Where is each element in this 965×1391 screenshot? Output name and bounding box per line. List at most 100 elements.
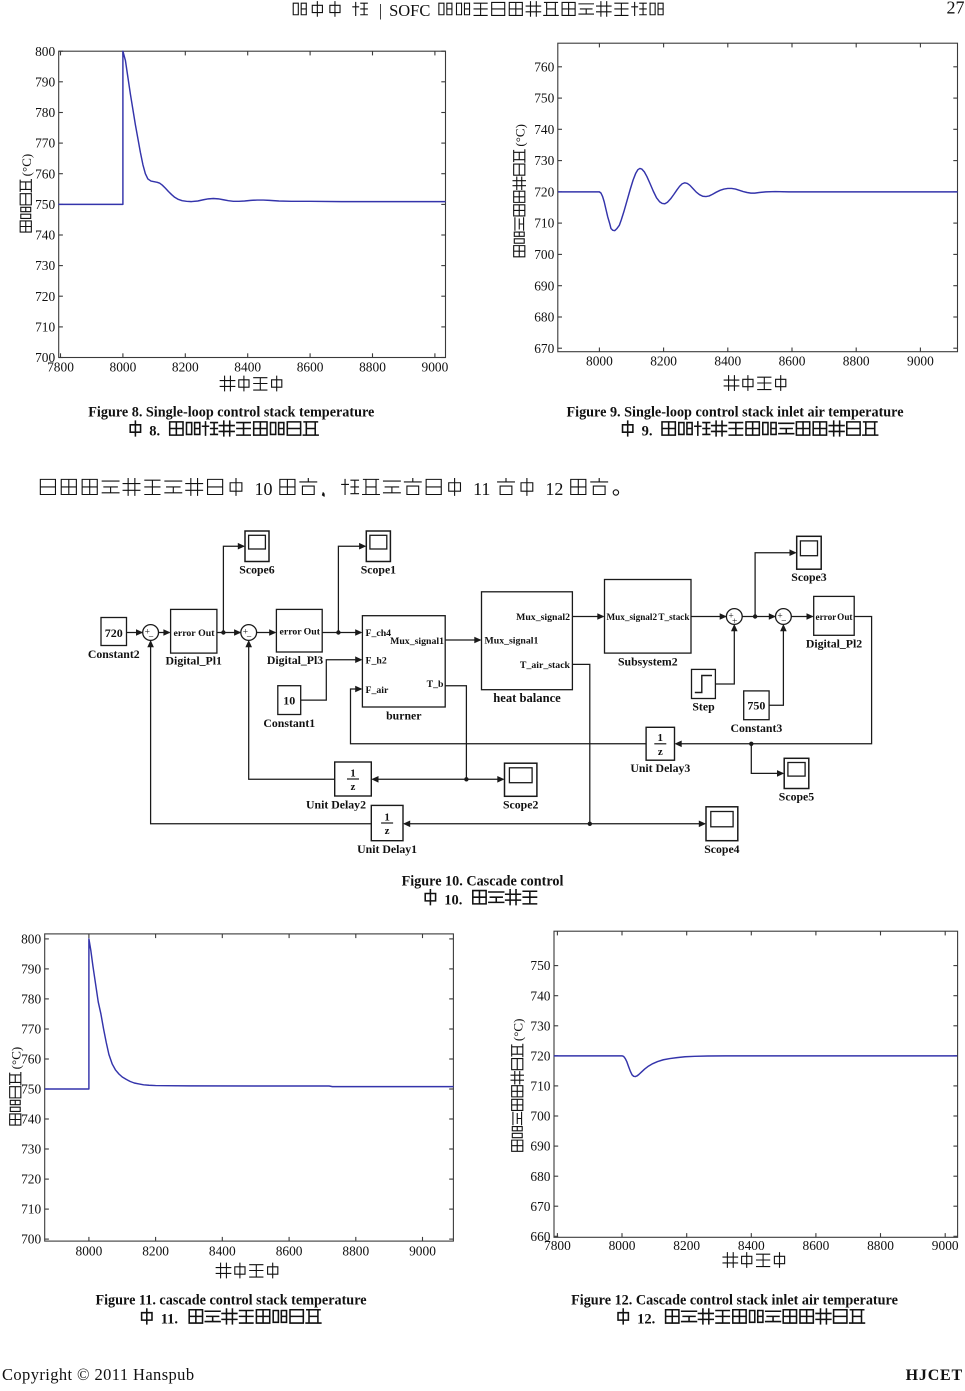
svg-text:8200: 8200 xyxy=(650,354,677,369)
svg-text:Out: Out xyxy=(304,627,321,638)
svg-text:720: 720 xyxy=(534,185,554,200)
svg-text:8200: 8200 xyxy=(673,1238,700,1253)
svg-text:8600: 8600 xyxy=(803,1238,830,1253)
svg-text:730: 730 xyxy=(35,258,55,273)
svg-text:780: 780 xyxy=(35,105,55,120)
svg-text:−: − xyxy=(781,617,786,627)
svg-text:Step: Step xyxy=(692,700,715,714)
svg-text:8600: 8600 xyxy=(276,1243,303,1258)
svg-text:690: 690 xyxy=(530,1139,550,1154)
svg-text:10: 10 xyxy=(255,479,273,499)
svg-text:9000: 9000 xyxy=(907,354,934,369)
svg-text:700: 700 xyxy=(35,350,55,365)
svg-text:Unit Delay3: Unit Delay3 xyxy=(630,761,690,775)
svg-text:8400: 8400 xyxy=(738,1238,765,1253)
svg-text:z: z xyxy=(351,781,356,793)
svg-text:+: + xyxy=(243,627,248,637)
svg-text:780: 780 xyxy=(21,992,41,1007)
svg-text:burner: burner xyxy=(386,709,421,723)
svg-text:8200: 8200 xyxy=(172,360,199,375)
svg-text:10: 10 xyxy=(283,694,295,708)
svg-text:Figure 9. Single-loop control: Figure 9. Single-loop control stack inle… xyxy=(566,405,903,421)
svg-text:T_air_stack: T_air_stack xyxy=(520,660,571,671)
svg-text:690: 690 xyxy=(534,278,554,293)
svg-text:Scope1: Scope1 xyxy=(361,563,396,577)
svg-text:11.: 11. xyxy=(161,1312,178,1328)
svg-text:700: 700 xyxy=(534,247,554,262)
svg-text:670: 670 xyxy=(534,341,554,356)
svg-text:660: 660 xyxy=(530,1229,550,1244)
svg-text:Scope2: Scope2 xyxy=(503,798,538,812)
svg-text:Scope4: Scope4 xyxy=(704,842,739,856)
svg-text:+: + xyxy=(777,611,782,621)
svg-text:11: 11 xyxy=(473,479,490,499)
svg-text:730: 730 xyxy=(530,1018,550,1033)
svg-text:error: error xyxy=(280,627,303,638)
svg-text:720: 720 xyxy=(35,289,55,304)
svg-text:Out: Out xyxy=(198,628,215,639)
svg-text:750: 750 xyxy=(534,91,554,106)
svg-text:710: 710 xyxy=(21,1202,41,1217)
svg-text:8800: 8800 xyxy=(342,1243,369,1258)
svg-text:Out: Out xyxy=(837,612,853,622)
svg-text:790: 790 xyxy=(35,74,55,89)
svg-text:8000: 8000 xyxy=(609,1238,636,1253)
svg-text:8000: 8000 xyxy=(76,1243,103,1258)
svg-text:8600: 8600 xyxy=(297,360,324,375)
svg-text:670: 670 xyxy=(530,1199,550,1214)
svg-text:800: 800 xyxy=(35,44,55,59)
svg-text:740: 740 xyxy=(530,988,550,1003)
svg-text:z: z xyxy=(658,746,663,758)
svg-text:F_air: F_air xyxy=(366,685,390,696)
svg-text:Scope6: Scope6 xyxy=(239,563,274,577)
svg-text:10.: 10. xyxy=(444,892,462,908)
svg-text:T_stack: T_stack xyxy=(658,612,690,622)
svg-text:750: 750 xyxy=(747,699,765,713)
svg-text:Figure 11. cascade control sta: Figure 11. cascade control stack tempera… xyxy=(95,1293,366,1309)
svg-text:8200: 8200 xyxy=(142,1243,169,1258)
svg-text:+: + xyxy=(732,617,737,627)
svg-text:750: 750 xyxy=(530,958,550,973)
svg-text:700: 700 xyxy=(530,1109,550,1124)
svg-text:9.: 9. xyxy=(642,424,653,440)
svg-text:error: error xyxy=(816,612,837,622)
svg-text:8400: 8400 xyxy=(209,1243,236,1258)
svg-text:710: 710 xyxy=(534,216,554,231)
svg-text:+: + xyxy=(145,627,150,637)
svg-text:(°C): (°C) xyxy=(9,1047,24,1070)
svg-text:SOFC: SOFC xyxy=(389,1,430,20)
svg-text:8800: 8800 xyxy=(359,360,386,375)
svg-text:z: z xyxy=(385,825,390,837)
svg-text:Copyright © 2011 Hanspub: Copyright © 2011 Hanspub xyxy=(2,1365,194,1384)
svg-text:12: 12 xyxy=(545,479,563,499)
svg-text:Mux_signal2: Mux_signal2 xyxy=(516,612,570,623)
svg-text:9000: 9000 xyxy=(932,1238,959,1253)
svg-text:720: 720 xyxy=(105,626,123,640)
svg-text:+: + xyxy=(728,611,733,621)
svg-text:Figure 8. Single-loop control: Figure 8. Single-loop control stack temp… xyxy=(88,405,374,421)
svg-text:Unit Delay1: Unit Delay1 xyxy=(357,842,417,856)
svg-text:Subsystem2: Subsystem2 xyxy=(618,655,678,669)
svg-text:Figure 12. Cascade control sta: Figure 12. Cascade control stack inlet a… xyxy=(571,1293,898,1309)
svg-text:Mux_signal1: Mux_signal1 xyxy=(390,636,444,647)
svg-text:8800: 8800 xyxy=(843,354,870,369)
svg-text:Constant2: Constant2 xyxy=(88,647,140,661)
svg-text:|: | xyxy=(379,1,382,20)
svg-text:720: 720 xyxy=(530,1048,550,1063)
svg-text:770: 770 xyxy=(35,136,55,151)
svg-text:12.: 12. xyxy=(637,1312,655,1328)
svg-text:720: 720 xyxy=(21,1172,41,1187)
svg-text:1: 1 xyxy=(658,732,664,744)
svg-text:800: 800 xyxy=(21,932,41,947)
svg-text:F_h2: F_h2 xyxy=(366,656,387,667)
svg-text:Digital_Pl3: Digital_Pl3 xyxy=(267,653,323,667)
svg-text:Constant1: Constant1 xyxy=(263,716,315,730)
svg-text:Figure 10. Cascade control: Figure 10. Cascade control xyxy=(402,874,564,890)
svg-text:1: 1 xyxy=(350,768,356,780)
svg-text:8800: 8800 xyxy=(867,1238,894,1253)
svg-text:8400: 8400 xyxy=(714,354,741,369)
svg-text:error: error xyxy=(174,628,197,639)
svg-text:Constant3: Constant3 xyxy=(731,721,783,735)
svg-text:790: 790 xyxy=(21,962,41,977)
svg-text:Unit Delay2: Unit Delay2 xyxy=(306,798,366,812)
